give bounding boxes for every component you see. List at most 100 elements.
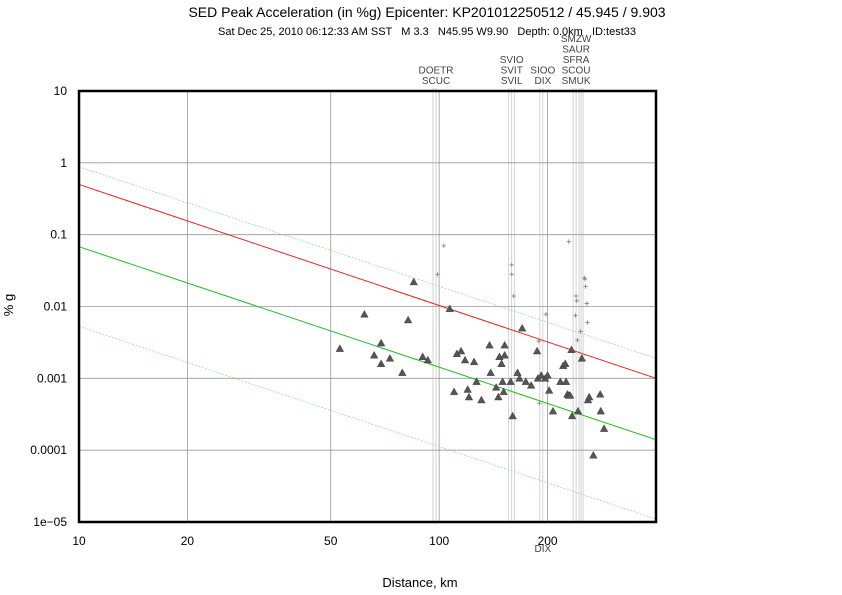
triangle-point — [409, 277, 418, 286]
curve-lower — [78, 246, 657, 441]
triangle-point — [370, 350, 379, 359]
triangle-point — [556, 377, 565, 385]
station-label: SMZW — [561, 34, 592, 45]
triangle-point — [418, 352, 427, 360]
triangle-point — [508, 411, 517, 420]
triangle-point — [449, 387, 459, 396]
gridlines — [78, 90, 656, 523]
y-tick-label: 10 — [54, 84, 68, 98]
station-label: SVIT — [501, 66, 523, 77]
triangle-point — [464, 392, 474, 401]
triangle-point — [498, 377, 507, 385]
station-label: SCUC — [422, 76, 450, 87]
station-label: DOETR — [419, 66, 454, 77]
triangle-point — [385, 354, 395, 362]
station-labels: DOETRSCUCSVIOSVITSVILSIOODIXSMZWSAURSFRA… — [419, 34, 592, 555]
triangle-point — [472, 377, 481, 385]
x-tick-label: 10 — [72, 534, 86, 548]
cross-point — [536, 338, 541, 344]
station-lines — [432, 88, 584, 522]
cross-point — [509, 272, 514, 277]
triangle-point — [506, 377, 515, 385]
station-label: DIX — [534, 76, 551, 87]
station-label: SFRA — [563, 55, 590, 66]
cross-point — [509, 262, 514, 268]
triangle-point — [463, 385, 472, 393]
triangle-point — [492, 383, 501, 391]
cross-point — [573, 313, 578, 318]
triangle-point — [548, 406, 558, 415]
curve-median — [78, 183, 657, 379]
triangle-point — [521, 377, 530, 385]
cross-point — [435, 272, 440, 277]
triangle-point — [477, 395, 486, 404]
cross-point — [543, 312, 549, 317]
triangle-point — [561, 377, 571, 385]
curve-upper_band — [78, 166, 657, 359]
triangle-point — [499, 387, 508, 396]
triangle-point — [445, 304, 454, 313]
triangle-point — [360, 310, 369, 318]
triangle-point — [376, 359, 386, 367]
triangle-point — [585, 392, 594, 401]
triangle-point — [497, 359, 506, 367]
triangle-point — [573, 406, 583, 415]
triangle-point — [423, 355, 432, 364]
triangle-point — [544, 386, 554, 394]
station-label: SIOO — [530, 66, 555, 77]
cross-point — [583, 284, 588, 289]
triangle-point — [567, 411, 577, 420]
x-tick-labels: 10 20 50 100 200 — [72, 534, 558, 548]
cross-point — [441, 243, 446, 248]
y-tick-labels: 10 1 0.1 0.01 0.001 0.0001 1e−05 — [30, 84, 67, 529]
chart-subtitle: Sat Dec 25, 2010 06:12:33 AM SST M 3.3 N… — [218, 26, 636, 38]
cross-point — [511, 293, 516, 299]
cross-point — [582, 276, 588, 282]
triangle-point — [599, 424, 609, 432]
triangle-point — [561, 359, 570, 367]
station-label: SCOU — [562, 66, 591, 77]
triangle-point — [398, 368, 407, 376]
x-tick-label: 200 — [538, 534, 558, 548]
triangle-point — [526, 381, 536, 389]
triangle-point — [513, 368, 522, 376]
data-points — [335, 239, 609, 459]
station-label: SMUK — [562, 76, 591, 87]
station-label: SVIL — [501, 76, 523, 87]
cross-point — [585, 320, 590, 325]
cross-point — [578, 329, 583, 334]
plot-frame — [77, 89, 658, 524]
y-tick-label: 0.001 — [37, 371, 67, 385]
triangle-point — [486, 368, 495, 376]
triangle-point — [589, 451, 598, 459]
model-curves — [78, 166, 657, 520]
triangle-point — [485, 340, 494, 349]
triangle-point — [500, 340, 509, 349]
triangle-point — [469, 357, 479, 366]
triangle-point — [577, 354, 586, 362]
triangle-point — [403, 315, 413, 324]
triangle-point — [518, 323, 527, 332]
cross-point — [537, 401, 542, 406]
triangle-point — [456, 346, 466, 355]
cross-point — [584, 301, 590, 306]
triangle-point — [543, 371, 552, 379]
cross-point — [575, 337, 580, 343]
triangle-point — [376, 338, 386, 347]
triangle-point — [596, 406, 605, 415]
y-axis-label: % g — [1, 294, 16, 316]
cross-point — [574, 298, 579, 304]
x-axis-label: Distance, km — [382, 575, 457, 590]
triangle-point — [596, 390, 605, 398]
triangle-point — [532, 346, 542, 355]
chart-title: SED Peak Acceleration (in %g) Epicenter:… — [188, 4, 665, 20]
station-label: SAUR — [562, 45, 590, 56]
triangle-point — [565, 391, 575, 399]
x-tick-label: 20 — [181, 534, 195, 548]
y-tick-label: 0.1 — [50, 228, 67, 242]
triangle-point — [494, 392, 503, 401]
triangle-point — [567, 345, 576, 353]
station-label-bottom: DIX — [534, 544, 551, 555]
triangle-point — [537, 371, 546, 379]
x-tick-label: 100 — [429, 534, 449, 548]
